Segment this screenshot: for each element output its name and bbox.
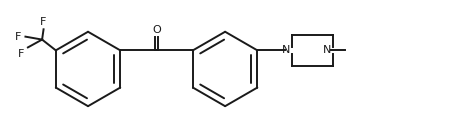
Text: N: N xyxy=(282,45,291,55)
Text: F: F xyxy=(18,49,24,59)
Text: O: O xyxy=(152,25,161,35)
Text: N: N xyxy=(323,45,332,55)
Text: F: F xyxy=(15,32,22,42)
Text: F: F xyxy=(40,17,47,27)
